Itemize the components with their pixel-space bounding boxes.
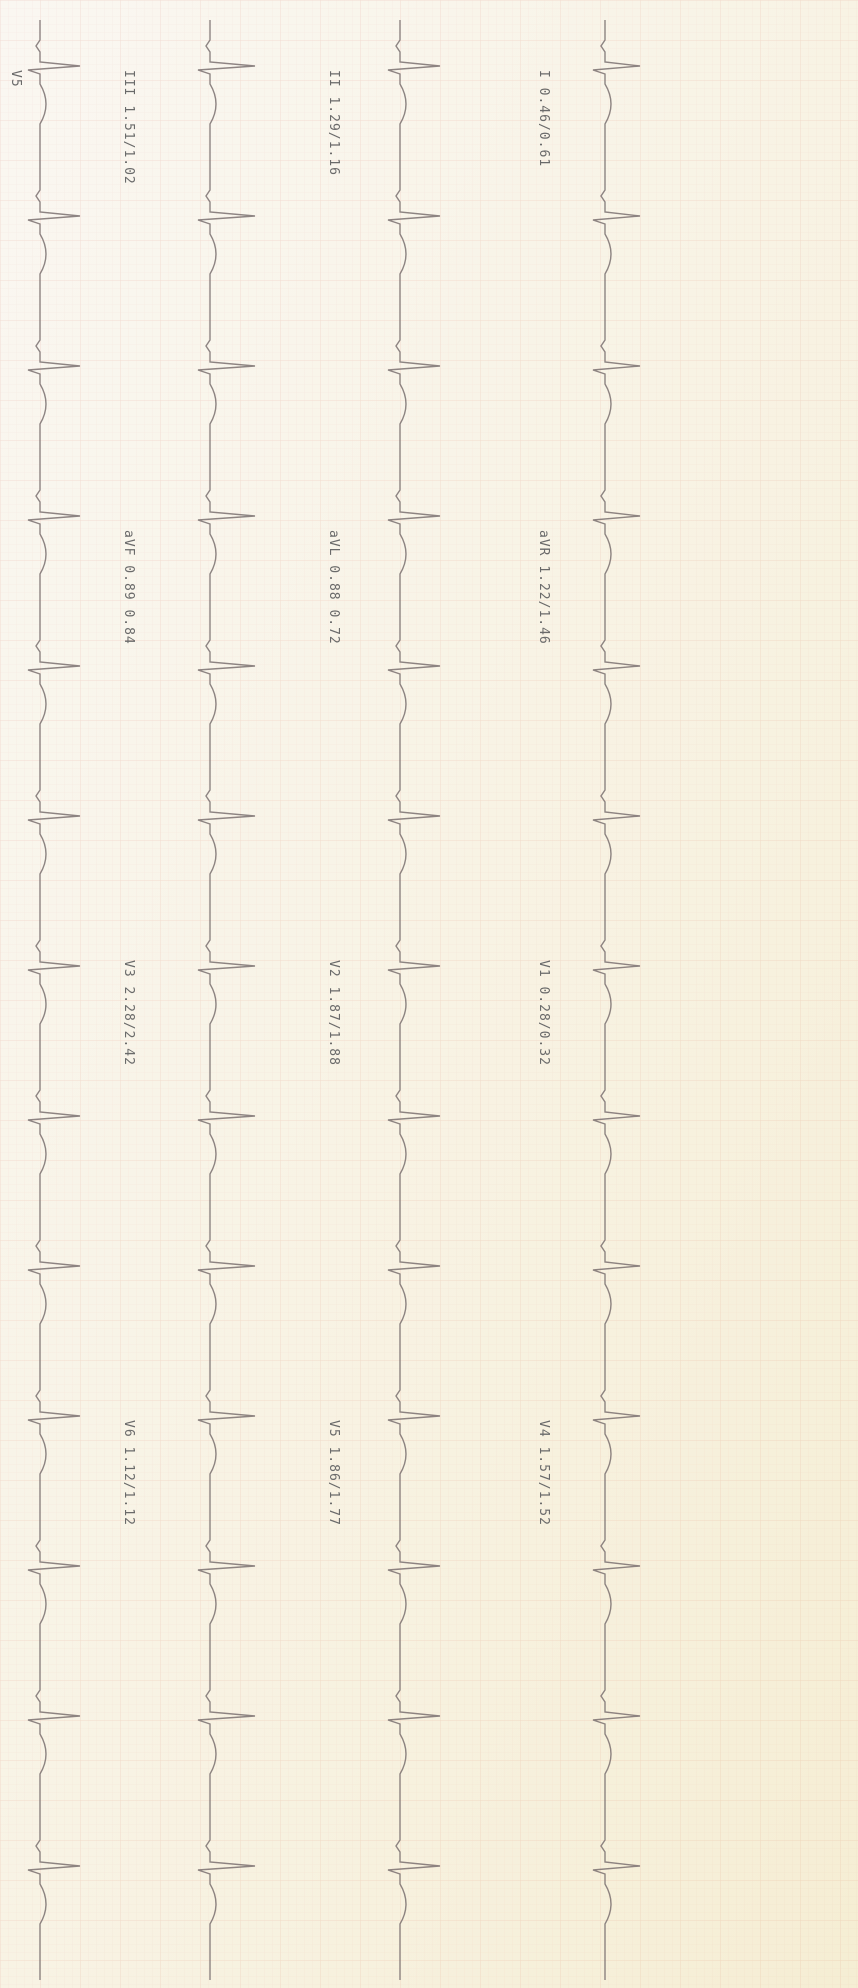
ecg-trace bbox=[592, 20, 641, 1980]
lead-label: aVF 0.89 0.84 bbox=[121, 530, 136, 645]
lead-label: I 0.46/0.61 bbox=[536, 70, 551, 167]
lead-label: V6 1.12/1.12 bbox=[121, 1420, 136, 1526]
ecg-trace bbox=[27, 20, 81, 1980]
lead-label: V2 1.87/1.88 bbox=[326, 960, 341, 1066]
lead-label: aVR 1.22/1.46 bbox=[536, 530, 551, 645]
lead-label: III 1.51/1.02 bbox=[121, 70, 136, 185]
lead-label: V4 1.57/1.52 bbox=[536, 1420, 551, 1526]
lead-label: aVL 0.88 0.72 bbox=[326, 530, 341, 645]
traces bbox=[27, 20, 641, 1980]
rhythm-label: V5 bbox=[8, 70, 23, 88]
lead-label: V3 2.28/2.42 bbox=[121, 960, 136, 1066]
labels: V5 III 1.51/1.02 aVF 0.89 0.84 V3 2.28/2.4… bbox=[8, 70, 551, 1526]
lead-label: II 1.29/1.16 bbox=[326, 70, 341, 176]
ecg-trace bbox=[387, 20, 441, 1980]
ecg-trace bbox=[197, 20, 256, 1980]
lead-label: V5 1.86/1.77 bbox=[326, 1420, 341, 1526]
lead-label: V1 0.28/0.32 bbox=[536, 960, 551, 1066]
